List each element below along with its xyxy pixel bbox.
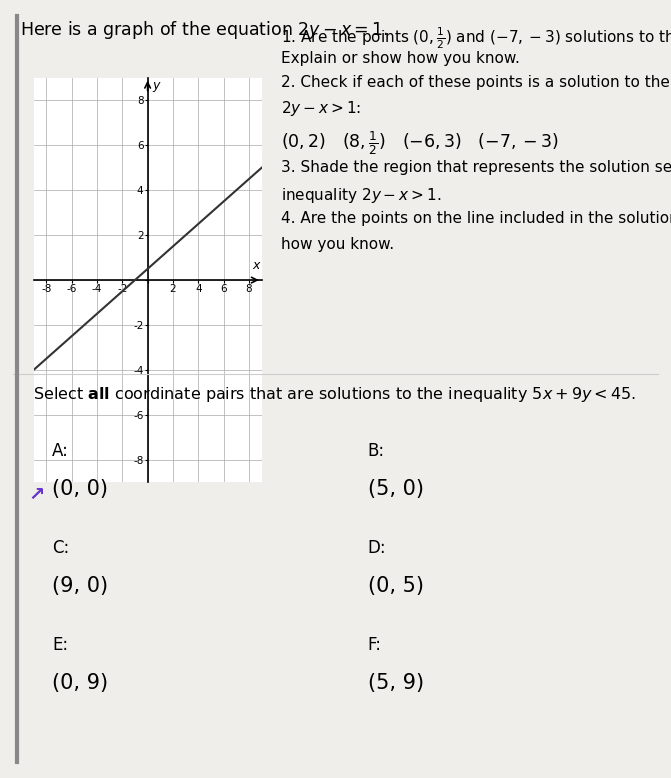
Text: (0, 9): (0, 9) [52, 673, 108, 693]
Text: inequality $2y - x > 1$.: inequality $2y - x > 1$. [280, 186, 442, 205]
Text: C:: C: [52, 539, 69, 557]
Text: A:: A: [52, 442, 69, 460]
Text: D:: D: [368, 539, 386, 557]
Text: $(0,2)$   $(8, \frac{1}{2})$   $(-6,3)$   $(-7,-3)$: $(0,2)$ $(8, \frac{1}{2})$ $(-6,3)$ $(-7… [280, 129, 558, 157]
Text: $2y - x > 1$:: $2y - x > 1$: [280, 99, 361, 118]
Text: (9, 0): (9, 0) [52, 576, 108, 596]
Text: 4. Are the points on the line included in the solution set? Explain: 4. Are the points on the line included i… [280, 211, 671, 226]
Text: 3. Shade the region that represents the solution set to the: 3. Shade the region that represents the … [280, 160, 671, 175]
Text: F:: F: [368, 636, 382, 654]
Text: (5, 0): (5, 0) [368, 478, 423, 499]
Text: $x$: $x$ [252, 259, 262, 272]
Text: (0, 5): (0, 5) [368, 576, 423, 596]
Text: Here is a graph of the equation $2y - x = 1$.: Here is a graph of the equation $2y - x … [20, 19, 389, 41]
Text: 1. Are the points $(0, \frac{1}{2})$ and $(-7,-3)$ solutions to the equation?: 1. Are the points $(0, \frac{1}{2})$ and… [280, 26, 671, 51]
Text: B:: B: [368, 442, 385, 460]
Text: Select $\mathbf{all}$ coordinate pairs that are solutions to the inequality $5x : Select $\mathbf{all}$ coordinate pairs t… [33, 385, 636, 405]
Text: (0, 0): (0, 0) [52, 478, 108, 499]
Text: ↗: ↗ [29, 485, 45, 503]
Text: 2. Check if each of these points is a solution to the inequality: 2. Check if each of these points is a so… [280, 75, 671, 90]
Text: $y$: $y$ [152, 80, 162, 94]
Text: Explain or show how you know.: Explain or show how you know. [280, 51, 519, 66]
Text: how you know.: how you know. [280, 237, 394, 251]
Text: (5, 9): (5, 9) [368, 673, 424, 693]
Text: E:: E: [52, 636, 68, 654]
